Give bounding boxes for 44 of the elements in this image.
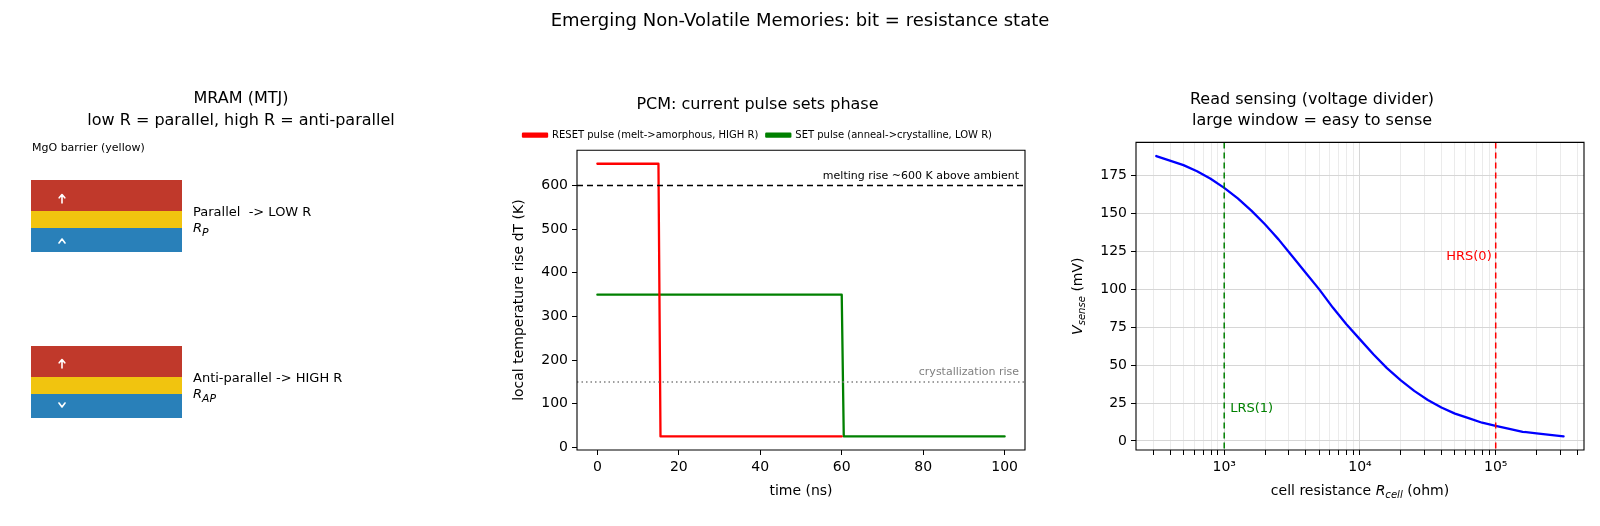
text: low R = parallel, high R = anti-parallel: [87, 109, 395, 130]
legend-label: SET pulse (anneal->crystalline, LOW R): [795, 128, 993, 140]
x-tick-label: 10³: [1212, 458, 1236, 475]
x-tick-label: 0: [592, 458, 602, 475]
y-tick-label: 150: [1100, 204, 1127, 221]
legend-label: RESET pulse (melt->amorphous, HIGH R): [552, 128, 759, 140]
text: Emerging Non-Volatile Memories: bit = resistance state: [550, 8, 1050, 31]
y-tick-label: 100: [541, 394, 568, 411]
text: Parallel -> LOW R: [193, 203, 312, 220]
x-tick-label: 10⁵: [1484, 458, 1508, 475]
x-tick-label: 20: [669, 458, 688, 475]
x-tick-label: 40: [751, 458, 770, 475]
text: MgO barrier (yellow): [32, 140, 145, 155]
y-tick-label: 175: [1100, 166, 1127, 183]
x-tick-label: 80: [914, 458, 933, 475]
x-tick-label: 10⁴: [1348, 458, 1373, 475]
x-tick-label: 100: [991, 458, 1018, 475]
y-axis-title: local temperature rise dT (K): [509, 199, 526, 401]
text: Anti-parallel -> HIGH R: [193, 369, 343, 386]
text: R$_{P}$: [193, 219, 209, 240]
x-axis-title: time (ns): [769, 481, 833, 498]
y-tick-label: 400: [541, 263, 568, 280]
text: R$_{AP}$: [193, 385, 216, 405]
y-tick-label: 600: [541, 176, 568, 193]
ref-line-label: crystallization rise: [918, 365, 1020, 379]
ref-line-label: LRS(1): [1230, 399, 1274, 415]
chart-title: PCM: current pulse sets phase: [636, 93, 879, 113]
chart-subtitle: large window = easy to sense: [1191, 109, 1433, 129]
y-tick-label: 500: [541, 219, 568, 236]
y-axis-title: Vsense (mV): [1068, 257, 1087, 335]
y-tick-label: 0: [1118, 431, 1127, 448]
y-tick-label: 0: [559, 438, 568, 455]
y-tick-label: 200: [541, 350, 568, 367]
y-tick-label: 25: [1109, 393, 1127, 410]
x-tick-label: 60: [832, 458, 851, 475]
y-tick-label: 50: [1109, 355, 1127, 372]
y-tick-label: 300: [541, 307, 568, 324]
y-tick-label: 100: [1100, 280, 1127, 297]
ref-line-label: melting rise ~600 K above ambient: [822, 168, 1020, 182]
y-tick-label: 125: [1100, 242, 1127, 259]
y-tick-label: 75: [1109, 317, 1127, 334]
text: MRAM (MTJ): [193, 87, 289, 108]
chart-title: Read sensing (voltage divider): [1189, 88, 1435, 108]
ref-line-label: HRS(0): [1446, 247, 1492, 263]
